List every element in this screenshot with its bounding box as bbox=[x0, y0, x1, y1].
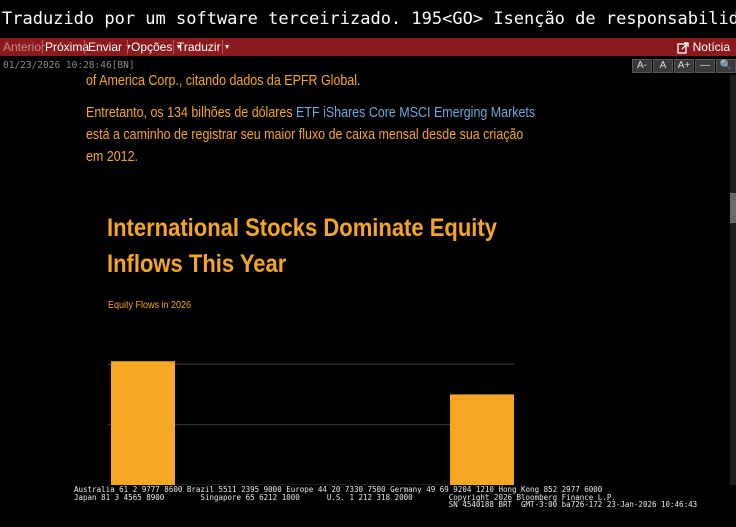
story-timestamp: 01/23/2026 10:28:46[BN] bbox=[3, 60, 135, 71]
options-menu[interactable]: Opções ▼ bbox=[131, 40, 183, 54]
article-paragraph: Entretanto, os 134 bilhões de dólares ET… bbox=[86, 105, 536, 121]
menu-divider bbox=[127, 40, 128, 54]
translation-disclaimer-bar: Traduzido por um software terceirizado. … bbox=[0, 0, 736, 38]
article-line: of America Corp., citando dados da EPFR … bbox=[86, 73, 361, 89]
disclaimer-text: Traduzido por um software terceirizado. … bbox=[2, 9, 736, 29]
external-link-icon bbox=[676, 42, 689, 54]
article-line: está a caminho de registrar seu maior fl… bbox=[86, 127, 524, 143]
chart-subtitle: Equity Flows in 2026 bbox=[108, 300, 192, 311]
increase-font-button[interactable]: A+ bbox=[674, 59, 694, 73]
news-button[interactable]: Notícia bbox=[676, 38, 730, 56]
menu-divider bbox=[173, 40, 174, 54]
chart-title: International Stocks Dominate Equity Inf… bbox=[107, 214, 497, 278]
vertical-scrollbar[interactable] bbox=[730, 75, 736, 485]
scrollbar-thumb[interactable] bbox=[730, 193, 736, 223]
chart-bar bbox=[111, 361, 175, 485]
bloomberg-footer: Australia 61 2 9777 8600 Brazil 5511 239… bbox=[74, 485, 698, 509]
caret-down-icon: ▼ bbox=[125, 43, 132, 51]
menu-bar: Anterior Próxima Enviar ▼ Opções ▼ Traduzi… bbox=[0, 38, 736, 56]
caret-down-icon: ▼ bbox=[223, 43, 231, 51]
caret-down-icon: ▼ bbox=[175, 43, 183, 51]
etf-link[interactable]: ETF iShares Core MSCI Emerging Markets bbox=[296, 105, 536, 121]
previous-button[interactable]: Anterior bbox=[3, 40, 46, 54]
chart-bar bbox=[450, 394, 514, 485]
send-menu[interactable]: Enviar ▼ bbox=[88, 40, 132, 54]
fit-button[interactable]: — bbox=[695, 59, 715, 73]
menu-divider bbox=[222, 40, 223, 54]
translate-menu[interactable]: Traduzir ▼ bbox=[177, 40, 231, 54]
menu-divider bbox=[84, 40, 85, 54]
reset-font-button[interactable]: A bbox=[653, 59, 673, 73]
search-icon[interactable]: 🔍 bbox=[716, 59, 736, 73]
menu-divider bbox=[42, 40, 43, 54]
article-line: em 2012. bbox=[86, 149, 139, 165]
decrease-font-button[interactable]: A- bbox=[632, 59, 652, 73]
next-button[interactable]: Próxima bbox=[45, 40, 90, 54]
equity-flows-chart bbox=[108, 361, 514, 485]
